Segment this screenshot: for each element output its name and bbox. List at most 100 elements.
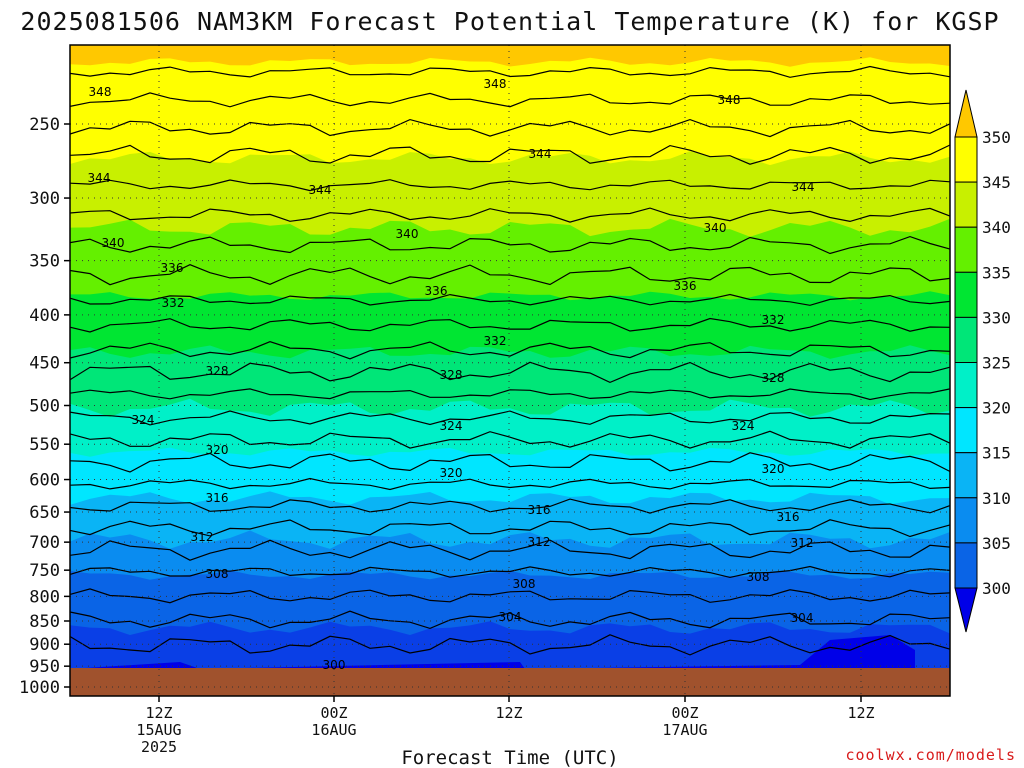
contour-line	[69, 179, 951, 192]
chart-title: 2025081506 NAM3KM Forecast Potential Tem…	[20, 7, 999, 36]
x-tick-label: 2025	[141, 738, 177, 756]
contour-label-340: 340	[704, 221, 727, 235]
contour-label-340: 340	[102, 236, 125, 250]
contour-label-312: 312	[191, 530, 214, 544]
contour-label-336: 336	[674, 279, 697, 293]
contour-label-328: 328	[206, 364, 229, 378]
colorbar-tick-label: 310	[982, 489, 1011, 508]
y-tick-label: 550	[29, 435, 60, 455]
colorbar-bottom-arrow	[954, 587, 978, 633]
colorbar-segment	[954, 497, 978, 544]
contour-line	[69, 610, 951, 630]
credit-text: coolwx.com/models	[845, 746, 1016, 764]
y-tick-label: 250	[29, 115, 60, 135]
contour-label-336: 336	[425, 284, 448, 298]
x-tick-label: 12Z	[847, 704, 874, 722]
contour-line	[69, 293, 951, 306]
contour-label-304: 304	[791, 611, 814, 625]
contour-label-308: 308	[747, 570, 770, 584]
colorbar-tick-label: 345	[982, 173, 1011, 192]
contour-label-300: 300	[323, 658, 346, 672]
colorbar-segment	[954, 452, 978, 499]
contour-line	[69, 634, 951, 656]
y-tick-label: 1000	[19, 678, 60, 698]
y-tick-label: 850	[29, 612, 60, 632]
colorbar-segment	[954, 407, 978, 454]
contour-label-320: 320	[440, 466, 463, 480]
colorbar-tick-label: 330	[982, 308, 1011, 327]
contour-line	[69, 519, 951, 538]
x-axis-label: Forecast Time (UTC)	[401, 747, 618, 768]
contour-line	[69, 430, 951, 449]
contour-line	[69, 65, 951, 78]
y-axis-ticks: 250 300 350 400 450 500 550 600 650 700 750 800 850 9…	[19, 115, 70, 698]
x-tick-label: 00Z	[320, 704, 347, 722]
contour-lines	[69, 65, 951, 656]
colorbar-tick-label: 350	[982, 128, 1011, 147]
x-tick-label: 17AUG	[662, 721, 707, 739]
contour-line	[69, 341, 951, 360]
contour-label-348: 348	[484, 77, 507, 91]
contour-label-308: 308	[513, 577, 536, 591]
contour-label-304: 304	[499, 610, 522, 624]
contour-line	[69, 264, 951, 286]
colorbar-segment	[954, 362, 978, 409]
contour-line	[69, 317, 951, 333]
y-tick-label: 400	[29, 306, 60, 326]
y-tick-label: 600	[29, 471, 60, 491]
plot-frame	[69, 44, 951, 697]
contour-label-316: 316	[777, 510, 800, 524]
contour-line	[69, 207, 951, 223]
colorbar: 350 345 340 335 330 325 320 315 310 305 300	[954, 89, 1011, 633]
contour-label-332: 332	[762, 313, 785, 327]
contour-line	[69, 452, 951, 473]
x-tick-label: 12Z	[495, 704, 522, 722]
x-tick-label: 12Z	[145, 704, 172, 722]
contour-line	[69, 388, 951, 401]
y-tick-label: 750	[29, 561, 60, 581]
contour-label-324: 324	[440, 419, 463, 433]
x-tick-label: 15AUG	[136, 721, 181, 739]
contour-label-344: 344	[88, 171, 111, 185]
contour-line	[69, 410, 951, 426]
colorbar-tick-label: 305	[982, 534, 1011, 553]
colorbar-segment	[954, 316, 978, 363]
y-tick-label: 800	[29, 587, 60, 607]
contour-line	[69, 498, 951, 514]
colorbar-segment	[954, 181, 978, 228]
y-tick-label: 450	[29, 354, 60, 374]
y-tick-label: 300	[29, 189, 60, 209]
contour-line	[69, 588, 951, 604]
colorbar-tick-label: 335	[982, 263, 1011, 282]
contour-label-336: 336	[161, 261, 184, 275]
colorbar-tick-label: 325	[982, 354, 1011, 373]
x-tick-label: 16AUG	[311, 721, 356, 739]
colorbar-segment	[954, 271, 978, 318]
contour-line	[69, 92, 951, 108]
y-tick-label: 950	[29, 657, 60, 677]
y-tick-label: 350	[29, 252, 60, 272]
colorbar-top-arrow	[954, 89, 978, 138]
contour-label-348: 348	[89, 85, 112, 99]
contour-label-316: 316	[206, 491, 229, 505]
contour-label-308: 308	[206, 567, 229, 581]
grid-lines	[70, 45, 950, 696]
y-tick-label: 650	[29, 503, 60, 523]
colorbar-tick-label: 315	[982, 444, 1011, 463]
contour-label-340: 340	[396, 227, 419, 241]
contour-line	[69, 361, 951, 384]
colorbar-tick-label: 340	[982, 218, 1011, 237]
ground-rect	[70, 668, 950, 696]
contour-label-328: 328	[440, 368, 463, 382]
contour-labels: 348 348 348 344 344 344 344 340 340 340 336 336 336 3…	[88, 77, 815, 672]
contour-label-320: 320	[206, 443, 229, 457]
contour-line	[69, 118, 951, 138]
contour-label-320: 320	[762, 462, 785, 476]
contour-label-344: 344	[309, 183, 332, 197]
contour-label-312: 312	[528, 535, 551, 549]
contour-label-312: 312	[791, 536, 814, 550]
colorbar-segment	[954, 226, 978, 273]
colorbar-tick-label: 320	[982, 399, 1011, 418]
